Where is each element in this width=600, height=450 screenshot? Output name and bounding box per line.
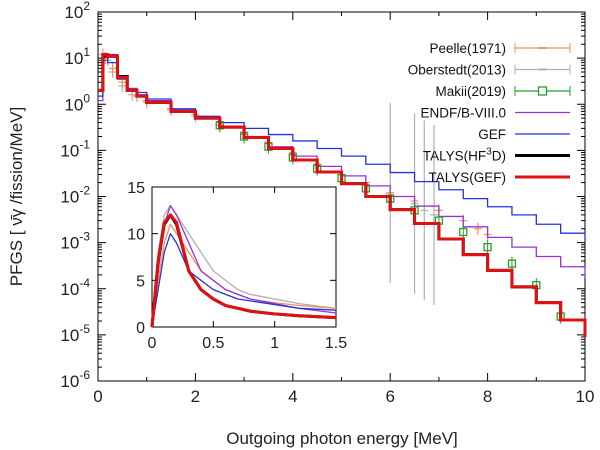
inset-y-tick-label: 0 xyxy=(136,320,145,337)
inset-series-line xyxy=(151,205,337,328)
series-6 xyxy=(98,52,587,337)
inset-series-line xyxy=(151,233,337,328)
legend-label: TALYS(HF3D) xyxy=(423,147,506,164)
legend-label: Makii(2019) xyxy=(435,84,506,99)
x-tick-label: 6 xyxy=(385,387,394,406)
y-tick-label: 10-1 xyxy=(60,137,90,160)
y-tick-label: 10-3 xyxy=(60,230,90,253)
legend-label: GEF xyxy=(478,127,506,142)
legend: Peelle(1971) Oberstedt(2013) Makii(2019) EN… xyxy=(408,41,571,185)
legend-label: ENDF/B-VIII.0 xyxy=(420,106,506,121)
legend-item: Makii(2019) xyxy=(435,84,571,99)
inset-y-tick-label: 10 xyxy=(127,227,145,244)
inset-series-line xyxy=(150,213,337,328)
x-tick-label: 8 xyxy=(483,387,492,406)
y-tick-label: 10-5 xyxy=(60,322,90,345)
inset-x-tick-label: 1 xyxy=(270,335,279,352)
y-tick-label: 101 xyxy=(64,45,90,68)
legend-item: Peelle(1971) xyxy=(429,41,571,56)
legend-item: TALYS(HF3D) xyxy=(423,147,570,164)
series-line xyxy=(98,52,587,337)
x-tick-label: 2 xyxy=(191,387,200,406)
inset-y-tick-label: 5 xyxy=(136,273,145,290)
legend-label: Peelle(1971) xyxy=(429,41,506,56)
main-plot: 0 2 4 6 8 1010-610-510-410-310-210-1100101102… xyxy=(7,0,594,406)
legend-item: TALYS(GEF) xyxy=(428,170,570,185)
x-axis-label: Outgoing photon energy [MeV] xyxy=(226,429,458,448)
inset-y-tick-label: 15 xyxy=(127,180,145,197)
x-tick-label: 0 xyxy=(93,387,102,406)
legend-swatch xyxy=(537,86,548,96)
inset-x-tick-label: 0 xyxy=(148,335,157,352)
legend-item: ENDF/B-VIII.0 xyxy=(420,106,570,121)
y-axis-label: PFGS [ ν̄γ /fission/MeV] xyxy=(7,107,26,287)
y-tick-label: 102 xyxy=(64,0,90,22)
legend-item: Oberstedt(2013) xyxy=(408,63,571,78)
x-tick-label: 4 xyxy=(288,387,297,406)
y-tick-label: 100 xyxy=(64,91,90,114)
y-tick-label: 10-4 xyxy=(60,276,90,299)
legend-label: TALYS(GEF) xyxy=(428,170,506,185)
inset-x-tick-label: 0.5 xyxy=(202,335,224,352)
y-tick-label: 10-6 xyxy=(60,368,90,391)
x-tick-label: 10 xyxy=(576,387,595,406)
legend-item: GEF xyxy=(478,127,570,142)
inset-plot: 0 0.5 1 1.5 0 5 10 15 xyxy=(127,180,347,352)
legend-label: Oberstedt(2013) xyxy=(408,63,506,78)
inset-x-tick-label: 1.5 xyxy=(325,335,347,352)
y-tick-label: 10-2 xyxy=(60,184,90,207)
